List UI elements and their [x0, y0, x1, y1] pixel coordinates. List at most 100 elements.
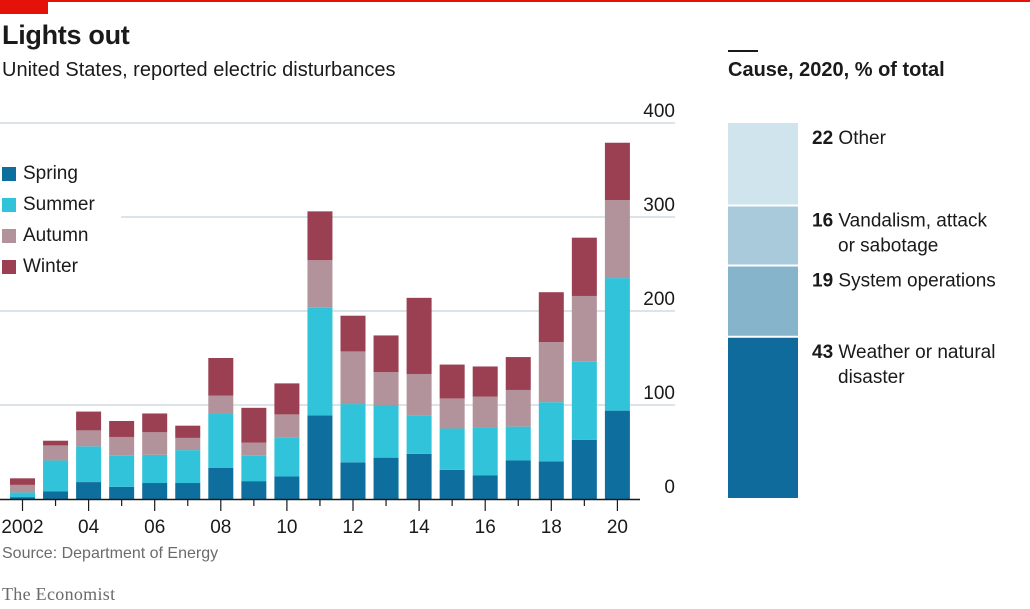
- bar-2002-winter: [10, 478, 35, 485]
- legend-swatch-autumn: [2, 228, 16, 243]
- bar-2004-spring: [76, 482, 102, 499]
- bar-2017-winter: [505, 357, 531, 390]
- bar-2003-autumn: [43, 445, 69, 461]
- bar-2019-spring: [571, 439, 597, 499]
- bar-2007-spring: [175, 483, 201, 499]
- bar-2018-spring: [538, 461, 564, 499]
- top-red-rule: [0, 0, 1030, 2]
- y-tick-label-400: 400: [643, 101, 675, 122]
- bar-2019-summer: [571, 361, 597, 440]
- bar-2014-autumn: [406, 373, 432, 416]
- bar-2020-summer: [604, 278, 630, 411]
- bar-2020-spring: [604, 410, 630, 499]
- bar-2003-summer: [43, 460, 69, 492]
- side-panel-title: Cause, 2020, % of total: [728, 59, 945, 81]
- bar-2020-winter: [604, 142, 630, 201]
- bar-2018-winter: [538, 292, 564, 343]
- legend-item-winter: Winter: [2, 251, 95, 282]
- legend-swatch-spring: [2, 166, 16, 181]
- bar-2005-autumn: [109, 436, 135, 456]
- x-tick-label-14: 14: [409, 517, 431, 538]
- bar-2006-winter: [142, 413, 168, 433]
- bar-2011-autumn: [307, 260, 333, 308]
- bar-2007-autumn: [175, 437, 201, 451]
- bar-2008-autumn: [208, 395, 234, 414]
- bar-2009-winter: [241, 407, 267, 443]
- bar-2004-autumn: [76, 430, 102, 447]
- bar-2003-spring: [43, 491, 69, 499]
- bar-2010-spring: [274, 476, 300, 499]
- legend-swatch-summer: [2, 197, 16, 212]
- cause-label-1: 19 System operations: [812, 271, 996, 292]
- chart-title: Lights out: [2, 20, 130, 50]
- bar-2010-autumn: [274, 414, 300, 438]
- bar-2018-summer: [538, 402, 564, 462]
- legend-item-autumn: Autumn: [2, 220, 95, 251]
- bar-2006-summer: [142, 454, 168, 484]
- bar-2017-autumn: [505, 389, 531, 427]
- bar-2013-autumn: [373, 372, 399, 405]
- side-panel-rule: [728, 50, 758, 52]
- bar-2018-autumn: [538, 342, 564, 403]
- y-tick-label-100: 100: [643, 383, 675, 404]
- cause-label-0: 43 Weather or natural: [812, 342, 995, 363]
- bar-2016-spring: [472, 475, 498, 499]
- bar-2007-summer: [175, 450, 201, 484]
- x-tick-label-16: 16: [475, 517, 496, 538]
- bar-2003-winter: [43, 440, 69, 446]
- bar-2009-spring: [241, 481, 267, 499]
- bar-2006-autumn: [142, 432, 168, 455]
- top-red-tag: [0, 0, 48, 14]
- bar-2014-spring: [406, 453, 432, 499]
- bar-2005-winter: [109, 420, 135, 437]
- x-tick-label-18: 18: [541, 517, 562, 538]
- y-tick-label-300: 300: [643, 195, 675, 216]
- bar-2017-summer: [505, 426, 531, 461]
- bar-2013-summer: [373, 405, 399, 458]
- bar-2012-winter: [340, 315, 366, 352]
- bar-2013-winter: [373, 335, 399, 373]
- legend: Spring Summer Autumn Winter: [2, 158, 95, 282]
- x-tick-label-06: 06: [144, 517, 165, 538]
- x-tick-label-20: 20: [607, 517, 628, 538]
- bar-2013-spring: [373, 457, 399, 499]
- bar-2011-summer: [307, 307, 333, 416]
- bar-2019-autumn: [571, 295, 597, 362]
- legend-label-winter: Winter: [23, 255, 78, 277]
- bar-2008-spring: [208, 467, 234, 499]
- legend-swatch-winter: [2, 259, 16, 274]
- chart-subtitle: United States, reported electric disturb…: [2, 59, 396, 81]
- bar-2010-summer: [274, 437, 300, 477]
- bar-2009-summer: [241, 455, 267, 482]
- publisher-logo: The Economist: [2, 584, 116, 604]
- bar-2004-winter: [76, 411, 102, 431]
- bar-2015-spring: [439, 469, 465, 499]
- y-tick-label-0: 0: [664, 477, 675, 498]
- y-tick-label-200: 200: [643, 289, 675, 310]
- bar-2014-winter: [406, 297, 432, 374]
- cause-label-2: 16 Vandalism, attack: [812, 211, 987, 232]
- bar-2008-summer: [208, 413, 234, 468]
- bar-2012-spring: [340, 462, 366, 499]
- legend-label-autumn: Autumn: [23, 224, 89, 246]
- cause-segment-1: [728, 265, 798, 337]
- bar-2019-winter: [571, 237, 597, 296]
- legend-label-spring: Spring: [23, 162, 78, 184]
- bar-2006-spring: [142, 483, 168, 499]
- source-note: Source: Department of Energy: [2, 545, 219, 562]
- legend-item-spring: Spring: [2, 158, 95, 189]
- bar-2015-winter: [439, 364, 465, 399]
- cause-label-2-line2: or sabotage: [838, 236, 938, 257]
- bar-2015-summer: [439, 428, 465, 470]
- x-tick-label-04: 04: [78, 517, 100, 538]
- legend-item-summer: Summer: [2, 189, 95, 220]
- x-tick-label-12: 12: [342, 517, 363, 538]
- cause-segment-2: [728, 205, 798, 266]
- x-tick-label-08: 08: [210, 517, 231, 538]
- bar-2016-winter: [472, 366, 498, 397]
- bar-2011-spring: [307, 415, 333, 499]
- bar-2008-winter: [208, 358, 234, 396]
- bar-2016-summer: [472, 427, 498, 476]
- cause-label-3: 22 Other: [812, 128, 887, 149]
- bar-2012-summer: [340, 404, 366, 463]
